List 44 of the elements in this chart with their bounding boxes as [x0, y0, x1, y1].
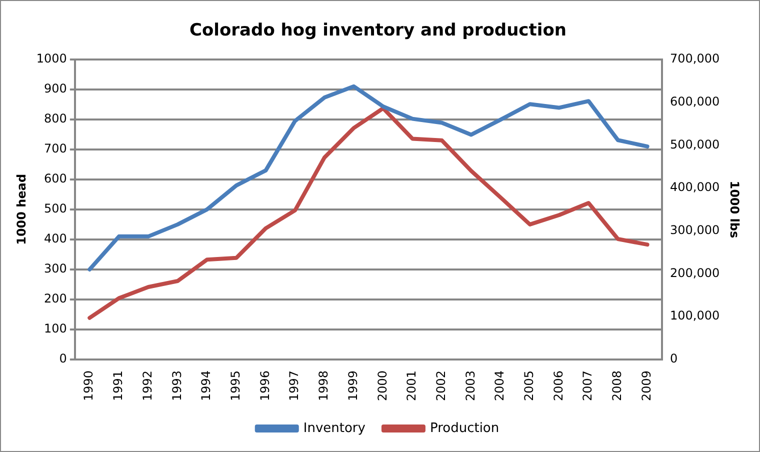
y2-tick-label: 400,000: [670, 180, 720, 194]
x-tick-label: 2004: [492, 370, 507, 402]
y2-tick-label: 0: [670, 352, 678, 366]
y-tick-label: 500: [44, 202, 67, 216]
y-axis-title: 1000 head: [14, 174, 28, 245]
y-tick-label: 700: [44, 142, 67, 156]
y2-tick-label: 300,000: [670, 222, 720, 237]
y-tick-label: 900: [44, 82, 67, 96]
chart-title: Colorado hog inventory and production: [190, 20, 566, 41]
x-tick-label: 2008: [610, 370, 624, 402]
x-tick-label: 2006: [551, 370, 566, 402]
y-tick-label: 200: [44, 292, 67, 306]
x-tick-label: 2009: [639, 370, 654, 402]
y2-tick-label: 700,000: [670, 52, 720, 66]
x-tick-label: 1998: [316, 370, 331, 402]
x-tick-label: 2003: [463, 370, 478, 402]
x-tick-label: 1994: [199, 370, 214, 402]
y-tick-label: 0: [59, 352, 67, 366]
y-tick-label: 100: [44, 322, 67, 336]
x-tick-label: 2007: [580, 370, 595, 402]
x-tick-label: 1991: [111, 370, 126, 402]
y-tick-label: 400: [44, 232, 67, 246]
y2-tick-label: 200,000: [670, 266, 720, 280]
legend-label: Production: [430, 420, 500, 436]
x-tick-label: 1999: [346, 370, 360, 402]
x-tick-label: 2002: [434, 370, 448, 402]
x-tick-label: 1993: [170, 370, 184, 402]
y2-tick-label: 100,000: [670, 308, 720, 323]
x-tick-label: 1997: [287, 370, 302, 402]
y-tick-label: 600: [44, 172, 67, 186]
y2-axis-title: 1000 lbs: [728, 180, 742, 238]
y2-tick-label: 600,000: [670, 94, 720, 108]
x-tick-label: 1992: [140, 370, 154, 402]
x-tick-label: 2005: [522, 370, 536, 402]
x-tick-label: 2000: [375, 370, 390, 402]
x-tick-label: 1996: [258, 370, 272, 402]
legend-label: Inventory: [303, 420, 366, 436]
y-tick-label: 300: [44, 262, 67, 276]
y-tick-label: 1000: [36, 52, 67, 66]
x-tick-label: 1995: [228, 370, 242, 402]
y2-tick-label: 500,000: [670, 137, 720, 152]
y-tick-label: 800: [44, 112, 67, 126]
x-tick-label: 1990: [82, 370, 96, 402]
x-tick-label: 2001: [404, 370, 419, 402]
